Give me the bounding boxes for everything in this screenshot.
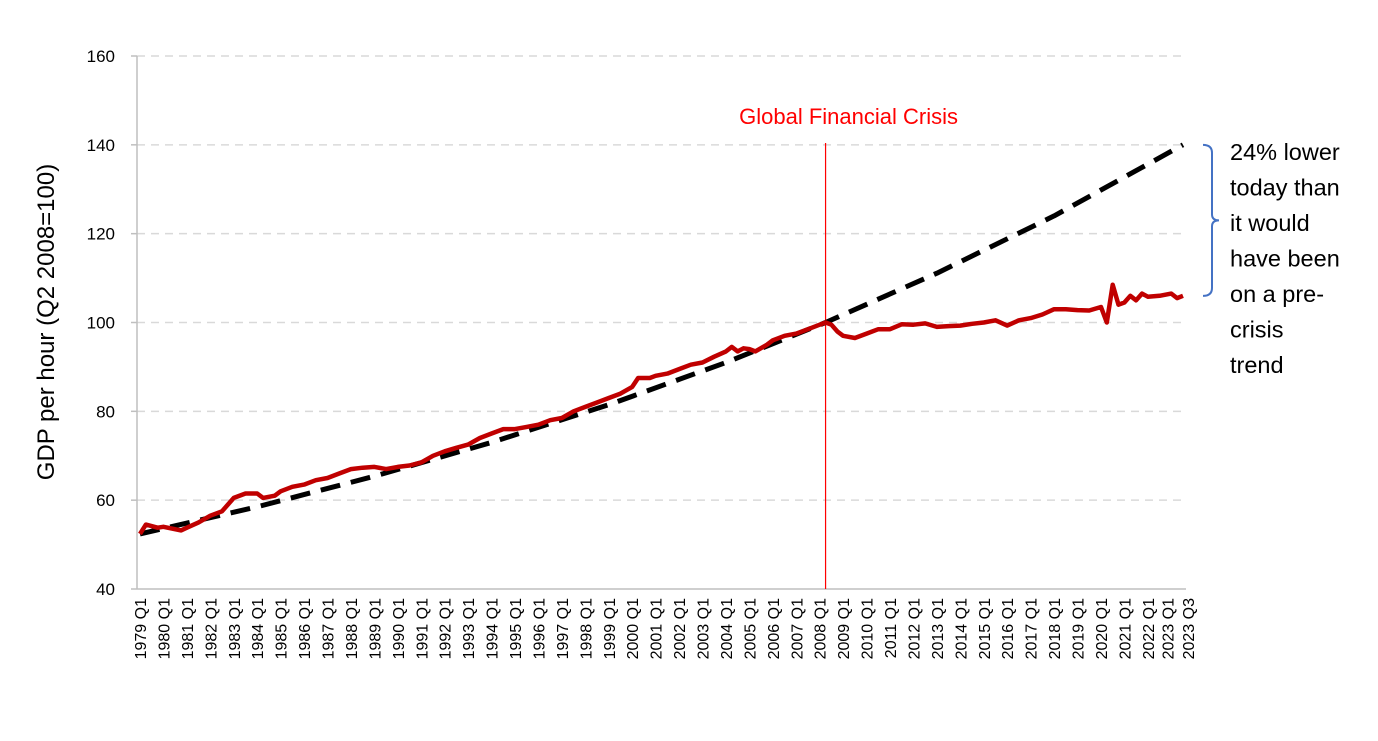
- crisis-label: Global Financial Crisis: [739, 104, 958, 129]
- x-tick-label: 2013 Q1: [930, 598, 947, 659]
- x-tick-label: 1993 Q1: [461, 598, 478, 659]
- x-tick-label: 1981 Q1: [180, 598, 197, 659]
- x-tick-label: 2011 Q1: [883, 598, 900, 658]
- bracket-annotation: [1202, 143, 1220, 297]
- x-tick-label: 2023 Q3: [1181, 598, 1198, 659]
- x-tick-label: 2014 Q1: [953, 598, 970, 659]
- gridlines: [137, 55, 1186, 501]
- x-tick-label: 2008 Q1: [813, 598, 830, 659]
- bracket-text-line: have been: [1230, 246, 1340, 272]
- y-tick-label: 100: [87, 314, 115, 333]
- y-tick-label: 40: [96, 580, 115, 599]
- x-tick-label: 1987 Q1: [321, 598, 338, 659]
- x-tick-label: 2017 Q1: [1024, 598, 1041, 659]
- x-tick-label: 1988 Q1: [344, 598, 361, 659]
- x-tick-label: 1999 Q1: [602, 598, 619, 659]
- x-tick-label: 2016 Q1: [1000, 598, 1017, 659]
- x-tick-label: 2023 Q1: [1160, 598, 1177, 659]
- x-tick-label: 1997 Q1: [555, 598, 572, 659]
- x-tick-label: 2006 Q1: [766, 598, 783, 659]
- bracket-text-line: on a pre-: [1230, 281, 1324, 307]
- x-tick-label: 2001 Q1: [649, 598, 666, 659]
- y-tick-label: 120: [87, 225, 115, 244]
- x-tick-label: 2007 Q1: [789, 598, 806, 659]
- x-tick-label: 2000 Q1: [625, 598, 642, 659]
- pre-crisis-trend-line: [139, 142, 1185, 537]
- x-tick-label: 2019 Q1: [1071, 598, 1088, 659]
- y-axis-label: GDP per hour (Q2 2008=100): [33, 164, 60, 480]
- x-tick-label: 1998 Q1: [578, 598, 595, 659]
- x-tick-label: 1995 Q1: [508, 598, 525, 659]
- bracket-annotation-text: 24% lower today than it would have been on a…: [1230, 139, 1340, 378]
- x-tick-label: 1996 Q1: [531, 598, 548, 659]
- bracket-text-line: crisis: [1230, 317, 1284, 343]
- gdp-per-hour-line: [138, 282, 1184, 536]
- x-tick-label: 2020 Q1: [1094, 598, 1111, 659]
- x-tick-label: 2021 Q1: [1117, 598, 1134, 659]
- x-tick-label: 2022 Q1: [1141, 598, 1158, 659]
- x-tick-label: 1990 Q1: [391, 598, 408, 659]
- x-tick-label: 2012 Q1: [906, 598, 923, 659]
- x-tick-label: 2015 Q1: [977, 598, 994, 659]
- bracket-text-line: trend: [1230, 352, 1284, 378]
- x-tick-label: 1985 Q1: [274, 598, 291, 659]
- x-tick-label: 1984 Q1: [250, 598, 267, 659]
- y-tick-label: 80: [96, 402, 115, 421]
- x-tick-label: 1989 Q1: [367, 598, 384, 659]
- bracket-text-line: today than: [1230, 175, 1340, 201]
- x-tick-label: 2004 Q1: [719, 598, 736, 659]
- series-group: [138, 142, 1185, 537]
- x-tick-label: 1986 Q1: [297, 598, 314, 659]
- x-tick-label: 1994 Q1: [485, 598, 502, 659]
- x-tick-label: 1982 Q1: [203, 598, 220, 659]
- x-axis-ticks: 1979 Q1 1980 Q1 1981 Q1 1982 Q1 1983 Q1 1984 …: [133, 598, 1198, 659]
- x-tick-label: 1980 Q1: [156, 598, 173, 659]
- x-tick-label: 1992 Q1: [438, 598, 455, 659]
- x-tick-label: 1983 Q1: [227, 598, 244, 659]
- x-tick-label: 2002 Q1: [672, 598, 689, 659]
- bracket-text-line: it would: [1230, 210, 1310, 236]
- bracket-text-line: 24% lower: [1230, 139, 1340, 165]
- x-tick-label: 2009 Q1: [836, 598, 853, 659]
- y-tick-label: 60: [96, 491, 115, 510]
- y-tick-label: 160: [87, 47, 115, 66]
- y-tick-label: 140: [87, 136, 115, 155]
- x-tick-label: 2018 Q1: [1047, 598, 1064, 659]
- y-axis-ticks: 40 60 80 100 120 140 160: [87, 47, 137, 599]
- x-tick-label: 2003 Q1: [696, 598, 713, 659]
- x-tick-label: 2010 Q1: [860, 598, 877, 659]
- x-tick-label: 2005 Q1: [742, 598, 759, 659]
- x-tick-label: 1979 Q1: [133, 598, 150, 659]
- x-tick-label: 1991 Q1: [414, 598, 431, 659]
